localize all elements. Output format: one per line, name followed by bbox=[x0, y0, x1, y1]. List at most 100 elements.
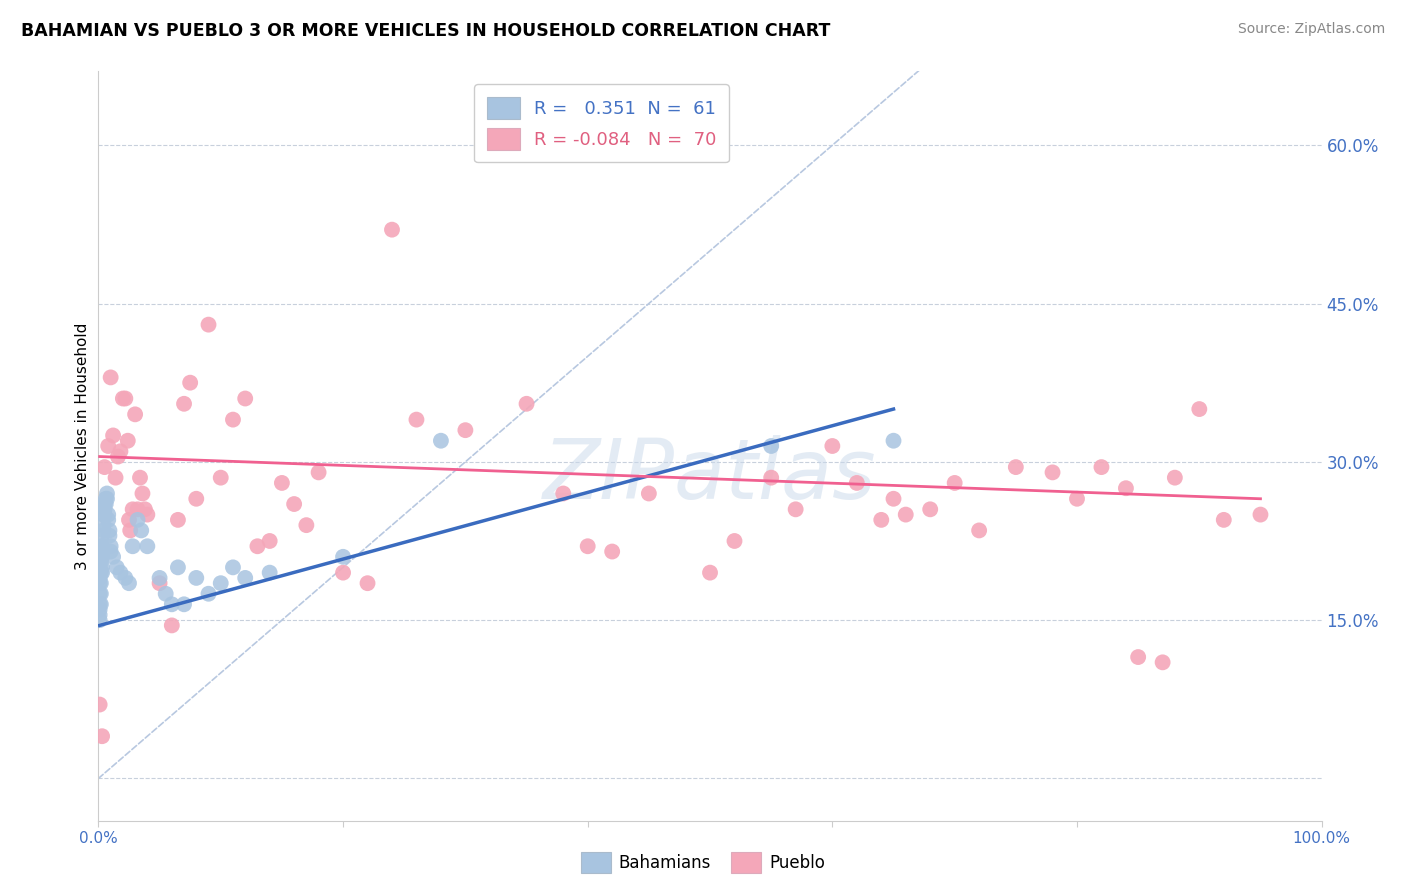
Point bbox=[90, 539, 112, 553]
Point bbox=[136, 508, 159, 522]
Point bbox=[1066, 491, 1088, 506]
Point bbox=[97, 508, 120, 522]
Point bbox=[90, 566, 112, 580]
Point bbox=[1115, 481, 1137, 495]
Point bbox=[233, 392, 256, 406]
Point bbox=[129, 470, 152, 484]
Point bbox=[104, 470, 127, 484]
Point bbox=[356, 576, 378, 591]
Point bbox=[1152, 656, 1174, 670]
Point bbox=[110, 444, 132, 458]
Point bbox=[821, 439, 844, 453]
Point bbox=[91, 729, 114, 743]
Point bbox=[118, 576, 141, 591]
Point bbox=[515, 397, 537, 411]
Point bbox=[270, 475, 294, 490]
Point bbox=[105, 560, 128, 574]
Text: BAHAMIAN VS PUEBLO 3 OR MORE VEHICLES IN HOUSEHOLD CORRELATION CHART: BAHAMIAN VS PUEBLO 3 OR MORE VEHICLES IN… bbox=[21, 22, 831, 40]
Point bbox=[91, 549, 114, 564]
Point bbox=[89, 560, 111, 574]
Text: ZIPatlas: ZIPatlas bbox=[543, 435, 877, 516]
Point bbox=[222, 560, 245, 574]
Point bbox=[149, 576, 172, 591]
Point bbox=[93, 502, 115, 516]
Point bbox=[100, 539, 122, 553]
Point bbox=[883, 491, 905, 506]
Point bbox=[197, 318, 219, 332]
Point bbox=[127, 513, 149, 527]
Y-axis label: 3 or more Vehicles in Household: 3 or more Vehicles in Household bbox=[75, 322, 90, 570]
Point bbox=[90, 549, 112, 564]
Point bbox=[90, 555, 112, 569]
Point bbox=[89, 587, 111, 601]
Point bbox=[600, 544, 623, 558]
Point bbox=[91, 524, 114, 538]
Point bbox=[454, 423, 477, 437]
Point bbox=[308, 466, 330, 480]
Point bbox=[91, 508, 114, 522]
Point bbox=[1188, 402, 1211, 417]
Point bbox=[100, 544, 122, 558]
Legend: R =   0.351  N =  61, R = -0.084   N =  70: R = 0.351 N = 61, R = -0.084 N = 70 bbox=[474, 84, 728, 162]
Point bbox=[89, 576, 111, 591]
Point bbox=[121, 502, 143, 516]
Point bbox=[173, 597, 195, 611]
Point bbox=[883, 434, 905, 448]
Point bbox=[1212, 513, 1234, 527]
Point bbox=[430, 434, 453, 448]
Point bbox=[332, 549, 354, 564]
Point bbox=[131, 486, 153, 500]
Point bbox=[259, 566, 281, 580]
Point bbox=[91, 518, 114, 533]
Point bbox=[160, 618, 183, 632]
Point bbox=[117, 434, 139, 448]
Point bbox=[96, 491, 118, 506]
Point bbox=[186, 491, 208, 506]
Point bbox=[1128, 650, 1150, 665]
Point bbox=[295, 518, 318, 533]
Point bbox=[90, 576, 112, 591]
Point bbox=[91, 539, 114, 553]
Point bbox=[1164, 470, 1187, 484]
Point bbox=[381, 222, 404, 236]
Point bbox=[91, 529, 114, 543]
Point bbox=[89, 698, 111, 712]
Point bbox=[246, 539, 269, 553]
Point bbox=[98, 524, 121, 538]
Point bbox=[134, 502, 156, 516]
Point bbox=[233, 571, 256, 585]
Point bbox=[110, 566, 132, 580]
Point bbox=[785, 502, 807, 516]
Point bbox=[967, 524, 990, 538]
Point bbox=[97, 439, 120, 453]
Point bbox=[761, 439, 783, 453]
Point bbox=[129, 524, 152, 538]
Point bbox=[98, 529, 121, 543]
Point bbox=[107, 450, 129, 464]
Point bbox=[222, 412, 245, 426]
Point bbox=[155, 587, 177, 601]
Point bbox=[209, 576, 232, 591]
Legend: Bahamians, Pueblo: Bahamians, Pueblo bbox=[574, 846, 832, 880]
Point bbox=[405, 412, 427, 426]
Point bbox=[96, 486, 118, 500]
Point bbox=[1004, 460, 1026, 475]
Point bbox=[89, 597, 111, 611]
Point bbox=[97, 513, 120, 527]
Point bbox=[118, 513, 141, 527]
Point bbox=[100, 370, 122, 384]
Point bbox=[111, 392, 134, 406]
Point bbox=[114, 571, 136, 585]
Point bbox=[149, 571, 172, 585]
Point bbox=[124, 408, 146, 422]
Point bbox=[93, 508, 115, 522]
Point bbox=[920, 502, 942, 516]
Point bbox=[1090, 460, 1112, 475]
Point bbox=[173, 397, 195, 411]
Point bbox=[179, 376, 201, 390]
Point bbox=[136, 539, 159, 553]
Point bbox=[89, 613, 111, 627]
Point bbox=[723, 533, 745, 548]
Point bbox=[89, 571, 111, 585]
Point bbox=[160, 597, 183, 611]
